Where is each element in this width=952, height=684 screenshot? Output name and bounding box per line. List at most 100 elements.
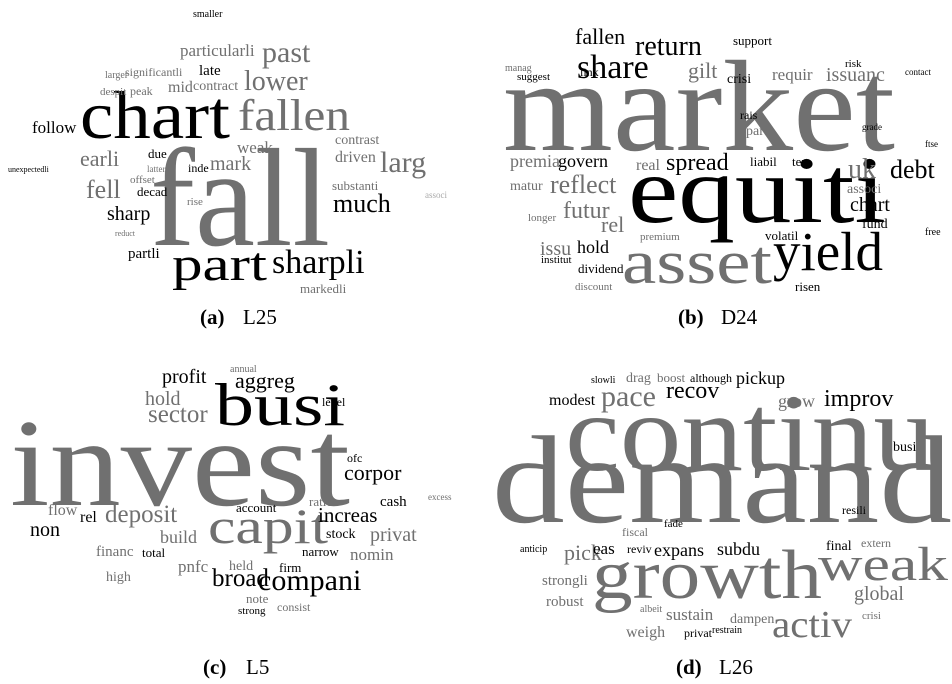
word: ratio	[309, 494, 333, 509]
word: firm	[279, 560, 301, 575]
word: restrain	[712, 625, 742, 636]
word: mark	[210, 153, 251, 175]
word: associ	[425, 190, 447, 200]
word: partli	[128, 246, 160, 262]
word: risen	[795, 279, 821, 294]
word: institut	[541, 254, 572, 266]
word: deposit	[105, 501, 177, 528]
word: issuanc	[826, 64, 885, 86]
word: inde	[188, 161, 209, 175]
word: reduct	[115, 229, 136, 238]
word: significantli	[125, 65, 183, 79]
word: unexpectedli	[8, 165, 50, 174]
word: driven	[335, 149, 376, 166]
word: crisi	[727, 72, 751, 87]
word: reflect	[550, 170, 617, 199]
word: privat	[370, 524, 417, 546]
word: activ	[772, 604, 852, 646]
word: increas	[318, 503, 377, 527]
word: smaller	[193, 9, 223, 20]
word: consist	[277, 600, 311, 614]
word: pickup	[736, 368, 785, 388]
word: pnfc	[178, 557, 209, 576]
word: link	[580, 65, 599, 79]
word: late	[199, 63, 221, 79]
word: slowli	[591, 375, 616, 386]
word: boost	[657, 370, 686, 385]
word: gilt	[688, 58, 717, 83]
word: invest	[10, 395, 350, 533]
word: hold	[577, 237, 609, 257]
word: final	[826, 539, 852, 554]
word: profit	[162, 366, 207, 388]
word: recov	[666, 378, 719, 404]
word: weigh	[626, 624, 665, 641]
panel-label: D24	[721, 305, 758, 329]
word: grade	[862, 122, 882, 132]
word: build	[160, 527, 197, 547]
word: chart	[80, 77, 230, 153]
word: demand	[492, 412, 952, 550]
word: cash	[380, 494, 407, 510]
panel-tag: (a)	[200, 305, 225, 329]
word: ofc	[347, 451, 362, 465]
word: broad	[212, 565, 269, 592]
word: contrast	[335, 133, 379, 148]
panel-label: L5	[246, 655, 269, 679]
word: robust	[546, 594, 584, 610]
word: larg	[380, 146, 426, 179]
word: hold	[145, 388, 181, 410]
word: debt	[890, 155, 936, 184]
word: total	[142, 545, 165, 560]
word: rise	[187, 196, 203, 208]
word: larger	[105, 70, 129, 81]
word: pace	[601, 380, 656, 413]
word: fell	[86, 175, 121, 204]
word: growth	[592, 537, 822, 614]
panel-label: L26	[719, 655, 753, 679]
word: crisi	[862, 610, 881, 622]
word: equiti	[628, 137, 886, 243]
word: uk	[848, 154, 876, 185]
word: market	[503, 35, 895, 179]
word: modest	[549, 392, 596, 409]
word: compani	[258, 564, 361, 597]
word: risk	[845, 58, 862, 70]
word: free	[925, 227, 941, 238]
word: earli	[80, 146, 119, 171]
word: pick	[564, 540, 602, 565]
word: level	[322, 395, 346, 409]
word: govern	[558, 151, 608, 171]
word: busi	[893, 440, 916, 455]
word: account	[236, 500, 277, 515]
word: continu	[565, 372, 935, 494]
word: albeit	[640, 604, 662, 615]
word: chart	[850, 194, 890, 216]
word: asset	[622, 229, 772, 297]
word: sharp	[107, 203, 150, 225]
word: improv	[824, 386, 893, 412]
word: weak	[818, 538, 948, 591]
word: yield	[773, 221, 883, 282]
word: rais	[740, 108, 758, 122]
word: fallen	[238, 91, 350, 140]
word: busi	[215, 372, 345, 438]
word: decad	[137, 184, 168, 199]
word: rel	[80, 509, 97, 526]
word: support	[733, 33, 772, 48]
word: rel	[601, 212, 624, 237]
word: eas	[593, 539, 615, 558]
word: grow	[778, 391, 815, 411]
word: expans	[654, 540, 704, 560]
word: substanti	[332, 178, 379, 193]
word: sustain	[666, 605, 714, 624]
word: anticip	[520, 544, 547, 555]
word: although	[690, 371, 732, 385]
word: lower	[244, 66, 308, 97]
word: despit	[100, 86, 126, 98]
word: fade	[664, 518, 683, 530]
